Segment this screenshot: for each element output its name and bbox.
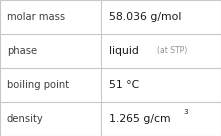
- Text: 1.265 g/cm: 1.265 g/cm: [109, 114, 171, 124]
- Text: boiling point: boiling point: [7, 80, 69, 90]
- Text: 3: 3: [183, 109, 188, 115]
- Text: 58.036 g/mol: 58.036 g/mol: [109, 12, 182, 22]
- Text: liquid: liquid: [109, 46, 139, 56]
- Text: molar mass: molar mass: [7, 12, 65, 22]
- Text: density: density: [7, 114, 43, 124]
- Text: phase: phase: [7, 46, 37, 56]
- Text: 51 °C: 51 °C: [109, 80, 140, 90]
- Text: (at STP): (at STP): [157, 47, 187, 55]
